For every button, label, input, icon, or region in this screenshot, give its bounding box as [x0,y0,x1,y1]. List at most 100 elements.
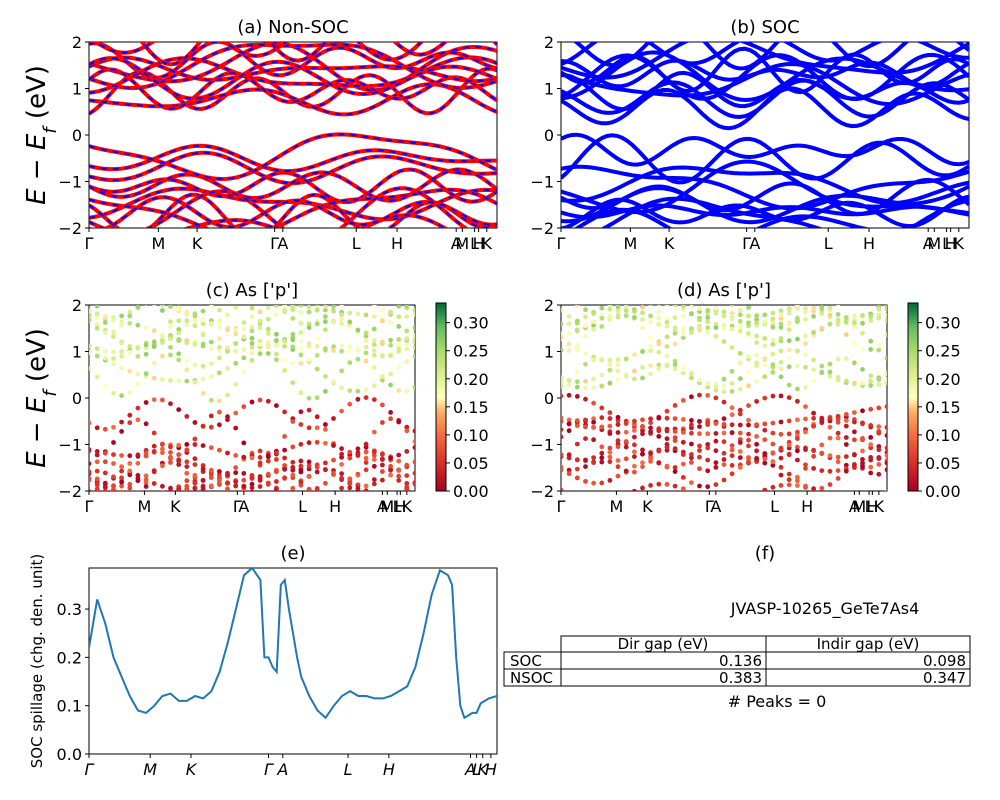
projection-point [168,378,173,383]
projection-point [656,322,662,327]
projection-point [860,367,865,372]
projection-point [89,477,92,483]
projection-point [819,369,825,375]
projection-point [347,296,352,301]
projection-point [746,443,751,449]
projection-point [566,428,572,434]
projection-point [713,381,719,387]
projection-point [315,499,320,504]
kpoint-label-e: M [143,760,157,779]
projection-point [762,456,768,462]
projection-point [640,317,645,322]
projection-point [127,284,132,289]
projection-point [574,320,580,326]
kpoint-label-b: M [927,234,941,253]
projection-point [299,305,303,306]
projection-point [795,363,800,369]
projection-point [770,462,776,468]
projection-point [624,296,629,301]
projection-point [762,336,768,341]
projection-point [648,305,653,307]
projection-point [290,472,296,478]
projection-point [868,338,874,344]
projection-point [632,488,637,491]
projection-point [347,298,352,303]
projection-point [561,307,564,313]
ytick-label-d: 0 [544,389,554,408]
projection-point [249,357,255,363]
colorbar-d-ticks: 0.30 0.25 0.20 0.15 0.10 0.05 0.00 [918,314,961,501]
projection-point [249,481,255,487]
colorbar-tick-label: 0.10 [453,426,489,445]
projection-point [754,456,759,462]
projection-point [721,399,727,405]
projection-point [819,468,825,473]
projection-point [836,286,841,291]
projection-point [591,323,596,328]
projection-point [192,456,198,462]
projection-point [632,368,637,374]
projection-point [323,307,328,313]
kpoint-label-c: K [402,497,413,516]
projection-point [306,407,312,413]
projection-point [811,289,816,294]
projection-point [778,483,784,488]
projection-point [656,315,662,321]
projection-point [844,287,849,292]
ytick-label-b: −2 [530,219,554,238]
projection-point [314,439,320,445]
projection-point [282,447,287,453]
kpoint-label-e: L [344,760,353,779]
projection-point [713,333,719,339]
projection-point [160,441,165,447]
projection-point [729,368,735,374]
kpoint-label-d: L [865,497,874,516]
projection-point [561,393,564,399]
projection-point [282,491,287,496]
projection-point [876,471,882,477]
projection-point [737,449,743,454]
projection-point [811,378,816,384]
projection-point [208,320,214,326]
projection-point [396,388,402,393]
projection-point [388,410,393,415]
projection-point [795,448,800,454]
kpoint-label-a: K [482,234,493,253]
projection-point [648,291,653,296]
projection-point [729,405,735,411]
projection-point [868,295,873,300]
projection-point [811,448,816,454]
projection-point [680,461,686,467]
projection-point [306,325,312,330]
projection-point [664,408,670,414]
projection-point [94,315,100,321]
projection-point [363,460,369,465]
projection-point [111,496,116,501]
projection-point [241,369,247,374]
projection-point [388,463,393,469]
projection-point [803,297,808,302]
projection-point [380,469,385,474]
kpoint-label-c: L [393,497,402,516]
projection-point [249,489,255,491]
projection-point [364,490,368,491]
projection-point [200,317,206,323]
projection-point [388,297,393,302]
projection-point [412,312,415,318]
projection-point [778,348,784,354]
projection-point [591,319,596,324]
projection-point [143,451,149,456]
projection-point [624,305,628,306]
projection-point [127,453,133,459]
projection-point [615,430,621,435]
projection-point [127,412,133,418]
projection-point [94,481,100,486]
projection-point [640,296,645,301]
projection-point [713,395,719,401]
projection-point [380,293,385,298]
projection-point [168,456,173,462]
projection-point [396,452,402,458]
projection-point [672,416,678,421]
colorbar-tick-label: 0.05 [925,454,961,473]
